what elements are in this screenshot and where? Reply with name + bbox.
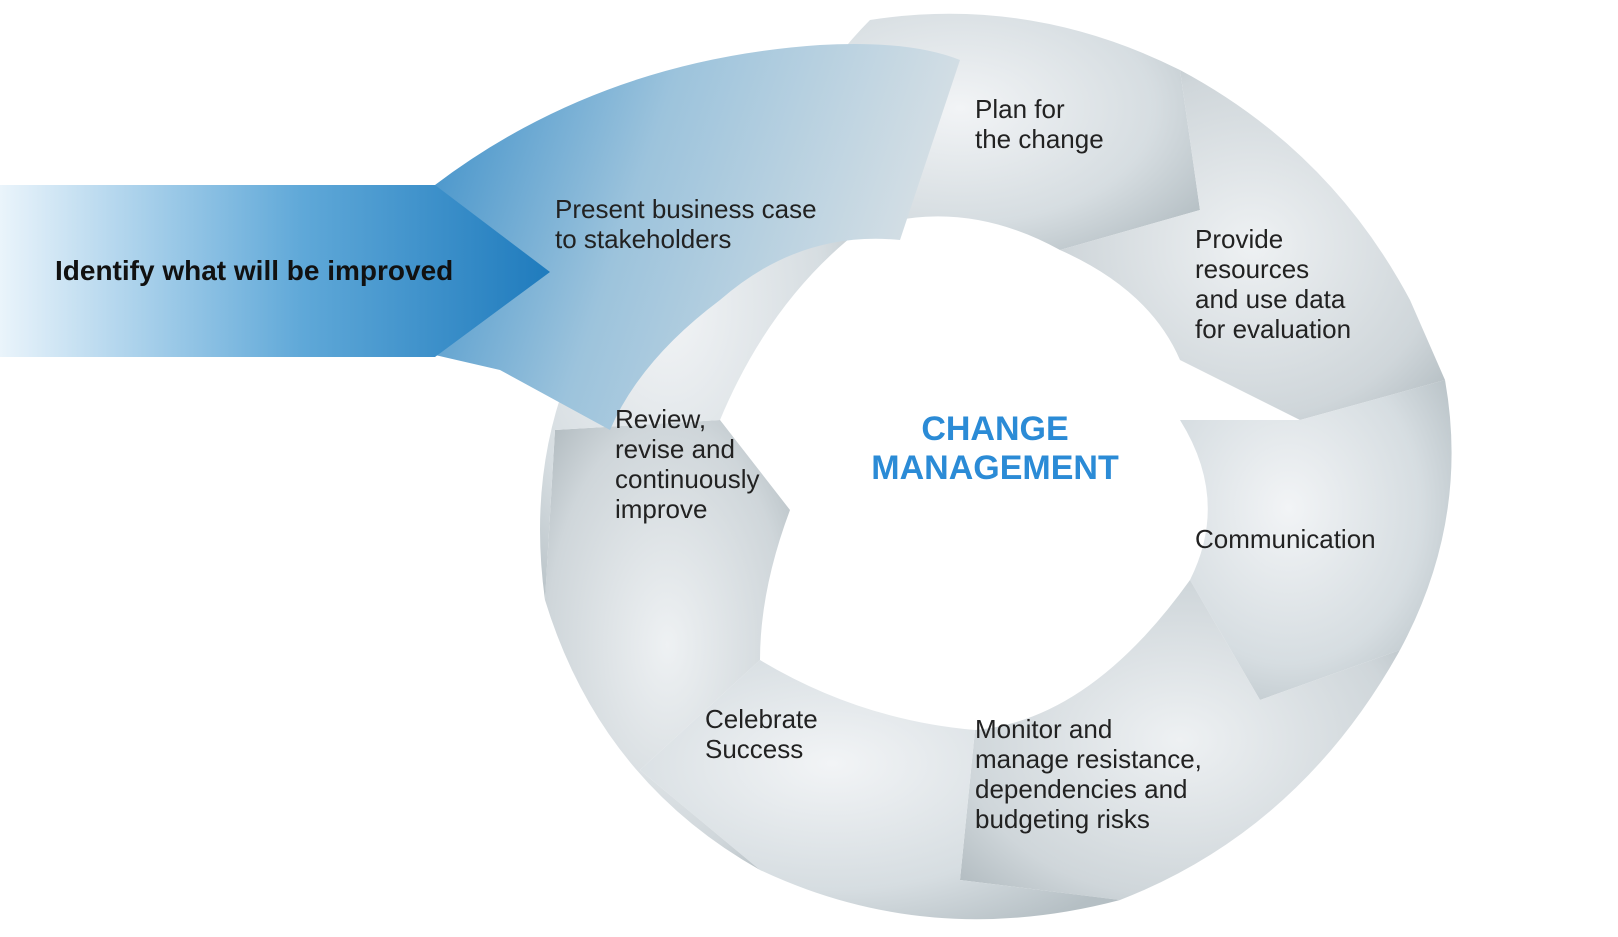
change-management-diagram: Identify what will be improved Present b… (0, 0, 1618, 937)
label-plan: Plan for the change (975, 95, 1104, 155)
entry-arrow-label: Identify what will be improved (55, 255, 453, 287)
label-monitor: Monitor and manage resistance, dependenc… (975, 715, 1202, 835)
label-celebrate: Celebrate Success (705, 705, 818, 765)
center-title: CHANGE MANAGEMENT (855, 410, 1135, 488)
label-review: Review, revise and continuously improve (615, 405, 760, 525)
center-title-line2: MANAGEMENT (855, 449, 1135, 488)
diagram-shapes (0, 0, 1618, 937)
label-resources: Provide resources and use data for evalu… (1195, 225, 1351, 345)
center-title-line1: CHANGE (855, 410, 1135, 449)
bridge-label: Present business case to stakeholders (555, 195, 817, 255)
label-communication: Communication (1195, 525, 1376, 555)
